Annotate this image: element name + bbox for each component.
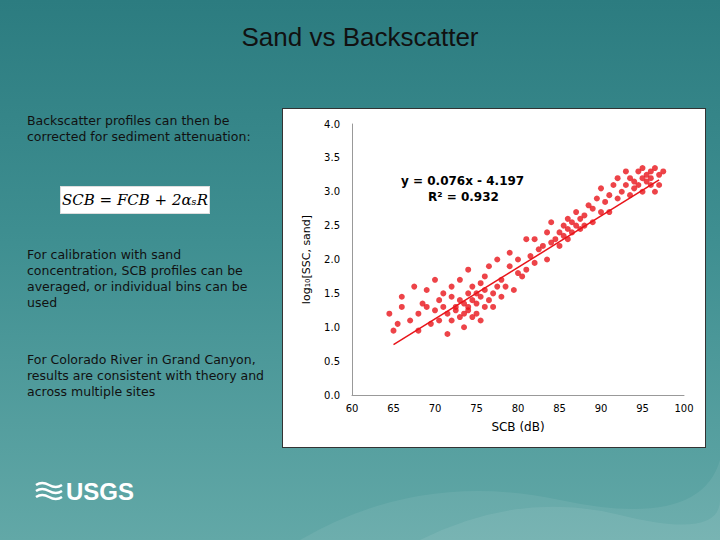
svg-text:SCB (dB): SCB (dB) [491,420,544,434]
svg-text:70: 70 [429,403,442,414]
svg-text:3.0: 3.0 [324,186,340,197]
svg-text:90: 90 [595,403,608,414]
svg-text:0.0: 0.0 [324,390,340,401]
svg-text:75: 75 [470,403,483,414]
html-text:SCB = FCB + 2αₛR: SCB = FCB + 2αₛR [62,191,208,209]
svg-text:1.0: 1.0 [324,322,340,333]
html-text:USGS: USGS [66,478,134,505]
svg-text:R² = 0.932: R² = 0.932 [428,190,499,204]
html-text:Sand vs Backscatter: Sand vs Backscatter [241,22,479,52]
html-text:For calibration with sand conc: For calibration with sand concentration,… [27,247,248,310]
svg-text:2.5: 2.5 [324,220,340,231]
svg-text:log₁₀[SSC, sand]: log₁₀[SSC, sand] [300,215,313,304]
html-text:Backscatter profiles can then: Backscatter profiles can then be correct… [27,113,251,144]
svg-text:95: 95 [636,403,649,414]
svg-text:2.0: 2.0 [324,254,340,265]
svg-text:100: 100 [674,403,693,414]
svg-text:3.5: 3.5 [324,152,340,163]
svg-text:85: 85 [553,403,566,414]
svg-text:65: 65 [387,403,400,414]
svg-text:1.5: 1.5 [324,288,340,299]
svg-text:80: 80 [512,403,525,414]
svg-text:0.5: 0.5 [324,356,340,367]
html-text:For Colorado River in Grand Ca: For Colorado River in Grand Canyon, resu… [27,352,265,399]
svg-text:60: 60 [346,403,359,414]
svg-text:y = 0.076x - 4.197: y = 0.076x - 4.197 [401,174,524,188]
svg-text:4.0: 4.0 [324,119,340,130]
